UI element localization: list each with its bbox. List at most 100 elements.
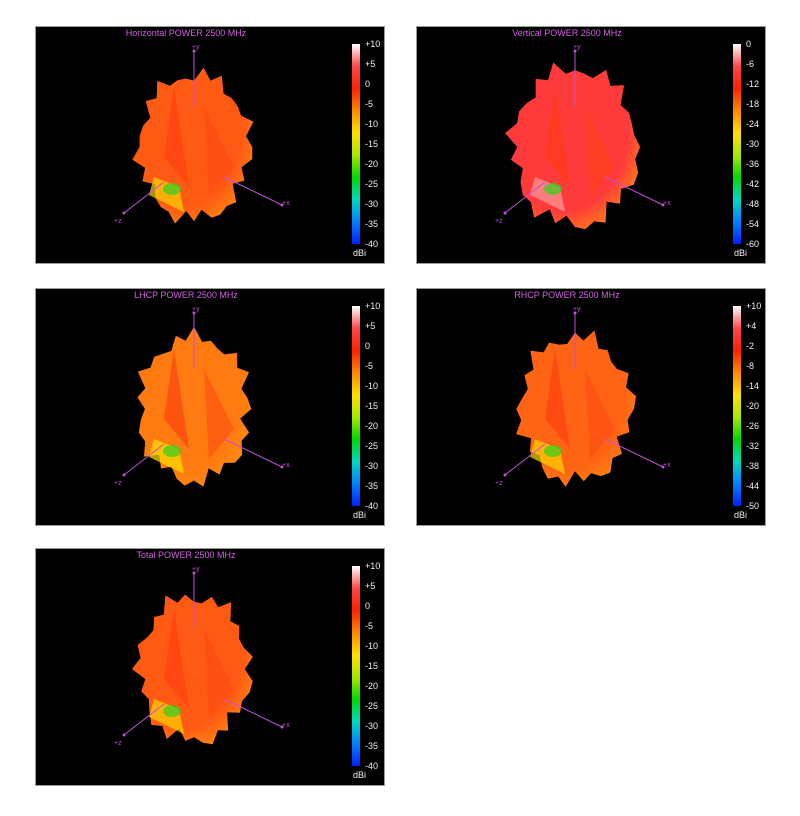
axis-line: [223, 698, 283, 728]
axis-label: +x: [663, 200, 671, 207]
axis-line: [123, 181, 165, 214]
colorbar-ticks: 0 -6 -12 -18 -24 -30 -36 -42 -48 -54 -60: [746, 39, 765, 249]
colorbar-tick-label: -20: [365, 159, 379, 169]
axis-arrowhead: [661, 465, 665, 469]
colorbar-unit: dBi: [353, 248, 367, 258]
colorbar-tick-label: -30: [365, 461, 379, 471]
colorbar: [733, 306, 741, 506]
chart-title: RHCP POWER 2500 MHz: [514, 290, 620, 300]
colorbar-tick-label: -24: [746, 119, 760, 129]
axis-arrowhead: [503, 211, 507, 215]
radiation-pattern-plot: +y +x +z: [114, 566, 290, 747]
colorbar-tick-label: +10: [746, 301, 762, 311]
chart-title: Vertical POWER 2500 MHz: [512, 28, 622, 38]
colorbar-tick-label: -25: [365, 701, 379, 711]
colorbar-unit: dBi: [353, 770, 367, 780]
colorbar-tick-label: -2: [746, 341, 755, 351]
axis-label: +x: [282, 722, 290, 729]
colorbar-tick-label: 0: [365, 341, 371, 351]
pattern-facet: [164, 87, 189, 187]
colorbar-tick-label: -26: [746, 421, 760, 431]
colorbar-tick-label: -25: [365, 179, 379, 189]
colorbar-tick-label: -50: [746, 501, 760, 511]
axis-label: +y: [192, 566, 200, 573]
colorbar-ticks: +10 +5 0 -5 -10 -15 -20 -25 -30 -35 -40: [365, 39, 384, 249]
colorbar: [352, 566, 360, 766]
axis-arrowhead: [192, 571, 196, 575]
pattern-surface: [132, 67, 254, 224]
colorbar-tick-label: -40: [365, 501, 379, 511]
pattern-facet: [164, 349, 189, 449]
pattern-facet: [204, 369, 234, 459]
colorbar-unit: dBi: [734, 248, 748, 258]
colorbar-tick-label: -5: [365, 99, 374, 109]
chart-title: Horizontal POWER 2500 MHz: [125, 28, 247, 38]
colorbar-tick-label: -60: [746, 239, 760, 249]
colorbar-tick-label: -32: [746, 441, 760, 451]
chart-title: LHCP POWER 2500 MHz: [134, 290, 238, 300]
colorbar-tick-label: +5: [365, 581, 376, 591]
axis-arrowhead: [503, 473, 507, 477]
colorbar-unit: dBi: [353, 510, 367, 520]
low-gain-spot: [544, 183, 562, 195]
axis-label: +y: [573, 44, 581, 51]
rhcp-power-chart: +y +x +z RHCP POWER 2500 MHz +10 +4 -2 -8 -14 -…: [416, 288, 766, 526]
axis-label: +z: [495, 480, 503, 487]
axis-label: +z: [495, 218, 503, 225]
vertical-power-chart: +y +x +z Vertical POWER 2500 MHz 0 -6 -12 -18…: [416, 26, 766, 264]
colorbar-tick-label: -15: [365, 139, 379, 149]
pattern-facet: [204, 629, 234, 719]
colorbar-tick-label: -5: [365, 361, 374, 371]
colorbar-tick-label: +4: [746, 321, 757, 331]
axis-label: +y: [573, 306, 581, 313]
pattern-facet: [545, 87, 570, 187]
total-power-chart: +y +x +z Total POWER 2500 MHz +10 +5 0 -5 -10 -…: [35, 548, 385, 786]
pattern-facet: [585, 107, 615, 197]
chart-title: Total POWER 2500 MHz: [136, 550, 236, 560]
colorbar-tick-label: -10: [365, 381, 379, 391]
colorbar-tick-label: -40: [365, 761, 379, 771]
axis-arrowhead: [280, 725, 284, 729]
axis-label: +x: [663, 462, 671, 469]
colorbar-tick-label: +10: [365, 561, 381, 571]
axis-arrowhead: [661, 203, 665, 207]
colorbar-tick-label: -20: [746, 401, 760, 411]
colorbar-tick-label: -35: [365, 481, 379, 491]
colorbar-tick-label: -6: [746, 59, 755, 69]
lhcp-power-chart: +y +x +z LHCP POWER 2500 MHz +10 +5 0 -5 -10 -1…: [35, 288, 385, 526]
colorbar-tick-label: -30: [365, 199, 379, 209]
colorbar-tick-label: -40: [365, 239, 379, 249]
colorbar-tick-label: +10: [365, 301, 381, 311]
axis-line: [604, 176, 664, 206]
pattern-surface: [516, 330, 637, 487]
pattern-facet: [164, 609, 189, 709]
axis-line: [604, 438, 664, 468]
colorbar-tick-label: +5: [365, 321, 376, 331]
axis-arrowhead: [280, 203, 284, 207]
colorbar: [733, 44, 741, 244]
axis-arrowhead: [192, 311, 196, 315]
colorbar-ticks: +10 +4 -2 -8 -14 -20 -26 -32 -38 -44 -50: [746, 301, 765, 511]
colorbar-tick-label: -54: [746, 219, 760, 229]
axis-arrowhead: [573, 311, 577, 315]
radiation-pattern-plot: +y +x +z: [114, 306, 290, 487]
pattern-surface: [505, 62, 641, 230]
axis-label: +y: [192, 306, 200, 313]
colorbar-tick-label: -10: [365, 641, 379, 651]
colorbar-tick-label: -10: [365, 119, 379, 129]
axis-arrowhead: [122, 473, 126, 477]
axis-label: +z: [114, 740, 122, 747]
low-gain-spot: [163, 705, 181, 717]
colorbar-ticks: +10 +5 0 -5 -10 -15 -20 -25 -30 -35 -40: [365, 561, 384, 771]
colorbar-tick-label: -36: [746, 159, 760, 169]
axis-line: [223, 438, 283, 468]
radiation-pattern-plot: +y +x +z: [495, 44, 671, 230]
colorbar: [352, 44, 360, 244]
colorbar-tick-label: -30: [365, 721, 379, 731]
colorbar-tick-label: -15: [365, 401, 379, 411]
pattern-facet: [204, 107, 234, 197]
pattern-facet: [545, 349, 570, 449]
axis-line: [223, 176, 283, 206]
colorbar-tick-label: -20: [365, 681, 379, 691]
colorbar-tick-label: -42: [746, 179, 760, 189]
